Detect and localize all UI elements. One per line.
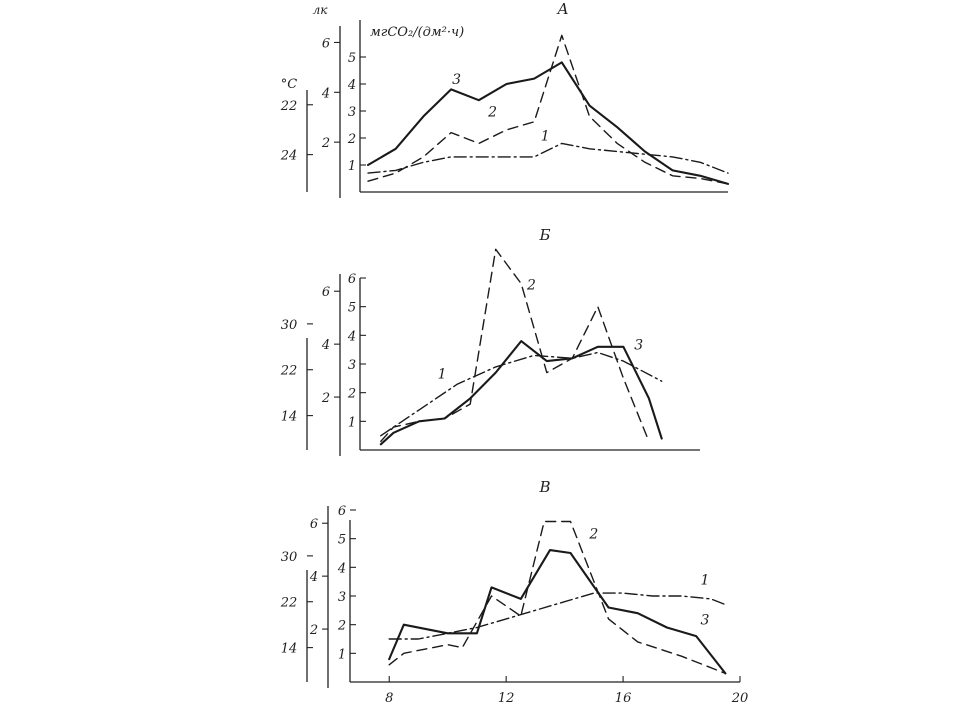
temp-tick-label: 24 (280, 149, 298, 164)
temp-unit-label: °C (281, 77, 298, 92)
lux-tick-label: 6 (322, 285, 330, 300)
co2-tick-label: 5 (348, 51, 356, 66)
co2-unit-label: мгСО₂/(дм²·ч) (370, 25, 464, 40)
co2-tick-label: 4 (337, 561, 346, 576)
co2-tick-label: 4 (347, 78, 356, 93)
co2-tick-label: 2 (337, 619, 346, 634)
x-tick-label: 20 (731, 691, 749, 706)
series-label-2: 2 (588, 527, 598, 543)
series-label-2: 2 (487, 104, 497, 120)
x-tick-label: 16 (615, 691, 632, 706)
series-line-1 (388, 592, 727, 640)
chart-panel-2: Б 1 2 3 4 5 6 2 4 6 14 22 30 1 2 3 (280, 226, 700, 456)
panel-label: А (556, 0, 568, 18)
series-line-1 (367, 142, 729, 174)
co2-tick-label: 1 (338, 647, 346, 662)
temp-tick-label: 22 (280, 596, 298, 611)
co2-tick-label: 1 (348, 159, 356, 174)
panel-label: Б (538, 226, 550, 244)
lux-tick-label: 4 (321, 338, 330, 353)
series-label-1: 1 (541, 129, 550, 145)
panel-label: В (538, 478, 550, 496)
lux-tick-label: 4 (309, 570, 318, 585)
series-label-3: 3 (634, 338, 643, 354)
x-tick-label: 8 (385, 691, 393, 706)
co2-tick-label: 4 (347, 329, 356, 344)
co2-tick-label: 1 (348, 415, 356, 430)
temp-tick-label: 14 (281, 410, 298, 425)
co2-tick-label: 2 (347, 132, 356, 147)
series-label-2: 2 (526, 277, 536, 293)
lux-tick-label: 2 (309, 623, 318, 638)
lux-unit-label: лк (313, 3, 329, 17)
series-line-2 (367, 34, 729, 185)
lux-tick-label: 4 (321, 86, 330, 101)
lux-tick-label: 2 (321, 391, 330, 406)
co2-tick-label: 3 (338, 590, 346, 605)
lux-tick-label: 6 (310, 517, 318, 532)
series-label-3: 3 (700, 613, 709, 629)
x-tick-label: 12 (498, 691, 515, 706)
series-label-3: 3 (452, 72, 461, 88)
lux-tick-label: 2 (321, 136, 330, 151)
lux-tick-label: 6 (322, 36, 330, 51)
series-line-1 (380, 351, 663, 437)
series-line-2 (380, 248, 650, 443)
series-line-2 (388, 520, 727, 675)
temp-tick-label: 22 (280, 99, 298, 114)
temp-tick-label: 14 (281, 642, 298, 657)
series-label-1: 1 (438, 366, 447, 382)
co2-tick-label: 6 (348, 272, 356, 287)
co2-tick-label: 5 (348, 301, 356, 316)
co2-tick-label: 6 (338, 504, 346, 519)
co2-tick-label: 2 (347, 387, 356, 402)
temp-tick-label: 22 (280, 364, 298, 379)
co2-tick-label: 3 (348, 105, 356, 120)
temp-tick-label: 30 (281, 550, 298, 565)
series-line-3 (366, 61, 730, 185)
series-line-3 (379, 340, 663, 446)
series-label-1: 1 (700, 573, 709, 589)
temp-tick-label: 30 (281, 318, 298, 333)
co2-tick-label: 5 (338, 533, 346, 548)
co2-tick-label: 3 (348, 358, 356, 373)
series-line-3 (388, 549, 727, 675)
